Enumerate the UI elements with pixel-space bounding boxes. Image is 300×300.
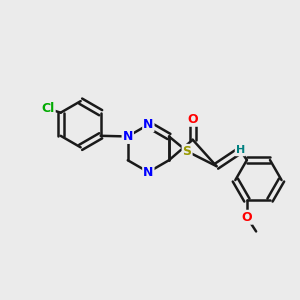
Text: H: H [236, 145, 245, 155]
Text: N: N [143, 118, 154, 131]
Text: N: N [143, 166, 154, 178]
Text: O: O [242, 211, 252, 224]
Text: S: S [183, 145, 192, 158]
Text: N: N [123, 130, 133, 143]
Text: O: O [188, 113, 198, 126]
Text: Cl: Cl [41, 102, 55, 115]
